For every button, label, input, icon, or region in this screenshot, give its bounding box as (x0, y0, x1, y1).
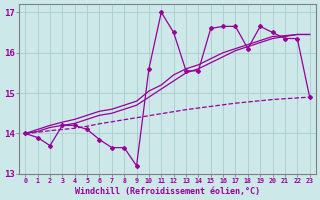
X-axis label: Windchill (Refroidissement éolien,°C): Windchill (Refroidissement éolien,°C) (75, 187, 260, 196)
